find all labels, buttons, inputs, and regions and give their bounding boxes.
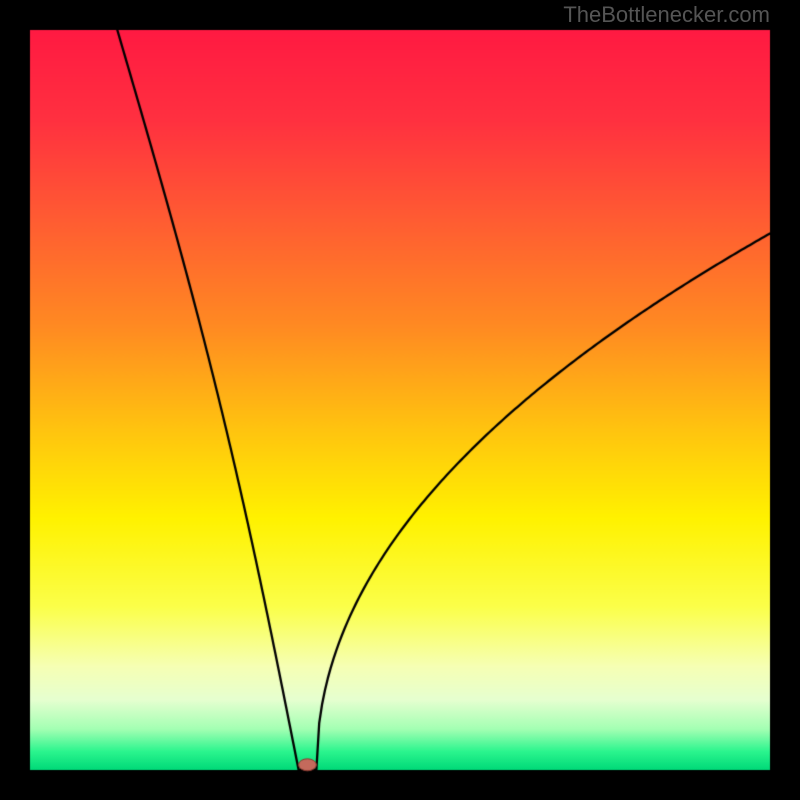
bottleneck-chart-canvas — [0, 0, 800, 800]
figure-root: TheBottlenecker.com — [0, 0, 800, 800]
source-watermark: TheBottlenecker.com — [563, 2, 770, 28]
